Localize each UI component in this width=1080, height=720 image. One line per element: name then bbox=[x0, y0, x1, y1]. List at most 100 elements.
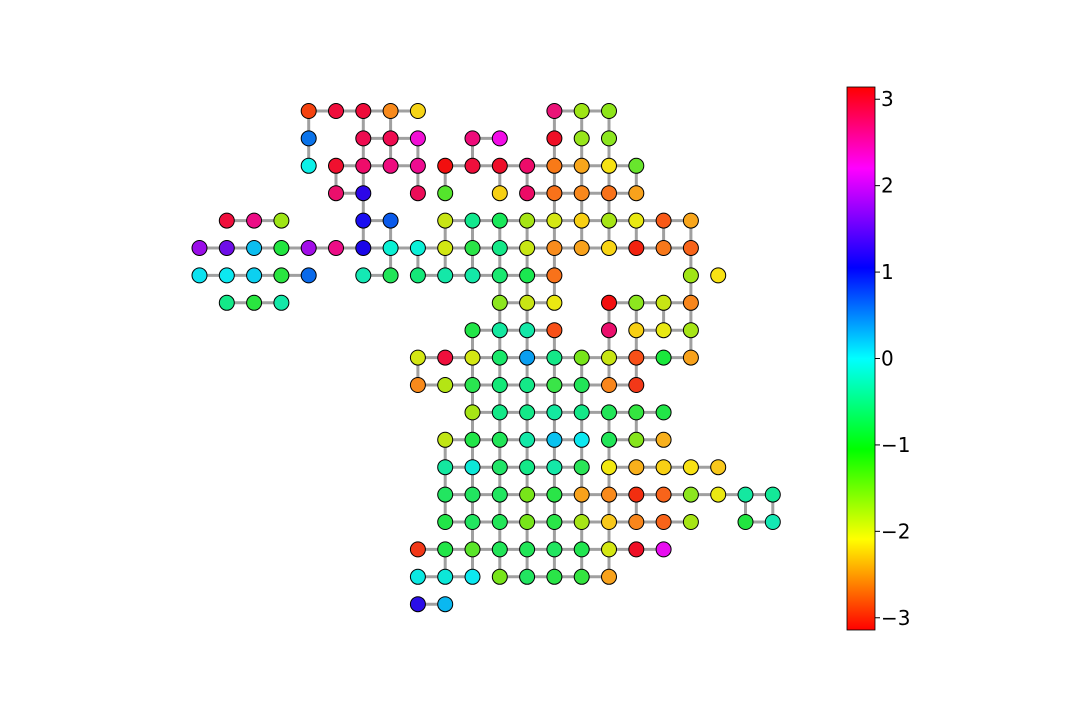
graph-node bbox=[546, 377, 563, 393]
graph-node bbox=[710, 459, 727, 476]
graph-node bbox=[409, 103, 426, 119]
graph-node bbox=[682, 514, 699, 530]
graph-node bbox=[464, 404, 481, 421]
graph-node bbox=[655, 349, 672, 366]
graph-node bbox=[655, 431, 672, 448]
graph-node bbox=[628, 377, 645, 393]
graph-node bbox=[409, 349, 426, 366]
graph-node bbox=[655, 294, 672, 311]
graph-node bbox=[519, 322, 536, 339]
graph-node bbox=[491, 486, 508, 503]
graph-node bbox=[628, 404, 645, 421]
graph-node bbox=[573, 103, 590, 119]
graph-node bbox=[682, 322, 699, 339]
graph-node bbox=[628, 541, 645, 558]
graph-node bbox=[601, 514, 617, 530]
graph-node bbox=[382, 240, 399, 256]
graph-node bbox=[300, 130, 317, 147]
graph-node bbox=[546, 431, 563, 448]
graph-node bbox=[491, 377, 508, 393]
graph-node bbox=[491, 240, 508, 256]
graph-node bbox=[764, 486, 781, 503]
colorbar-tick-label: 2 bbox=[881, 174, 894, 198]
graph-node bbox=[573, 212, 590, 229]
graph-node bbox=[546, 267, 563, 284]
graph-node bbox=[682, 486, 699, 503]
graph-node bbox=[655, 541, 672, 558]
graph-node bbox=[437, 541, 454, 558]
graph-node bbox=[355, 185, 372, 202]
graph-node bbox=[573, 459, 590, 476]
graph-node bbox=[519, 294, 536, 311]
graph-node bbox=[355, 130, 372, 147]
graph-node bbox=[519, 212, 536, 229]
graph-node bbox=[573, 541, 590, 558]
graph-node bbox=[491, 322, 508, 339]
graph-node bbox=[437, 568, 454, 585]
graph-node bbox=[573, 486, 590, 503]
graph-node bbox=[573, 130, 590, 147]
graph-node bbox=[628, 240, 645, 256]
graph-node bbox=[437, 431, 454, 448]
graph-node bbox=[437, 212, 454, 229]
graph-node bbox=[464, 459, 481, 476]
colorbar-gradient bbox=[846, 86, 876, 631]
graph-node bbox=[382, 212, 399, 229]
graph-node bbox=[601, 459, 617, 476]
graph-node bbox=[546, 294, 563, 311]
graph-node bbox=[682, 294, 699, 311]
graph-node bbox=[409, 130, 426, 147]
graph-node bbox=[601, 431, 617, 448]
graph-node bbox=[573, 568, 590, 585]
graph-node bbox=[655, 514, 672, 530]
graph-node bbox=[409, 377, 426, 393]
graph-node bbox=[519, 568, 536, 585]
graph-node bbox=[546, 322, 563, 339]
graph-node bbox=[273, 212, 290, 229]
colorbar-tick-label: −1 bbox=[881, 433, 910, 457]
graph-node bbox=[437, 596, 454, 613]
graph-node bbox=[573, 240, 590, 256]
graph-node bbox=[300, 240, 317, 256]
graph-node bbox=[573, 185, 590, 202]
graph-node bbox=[601, 185, 617, 202]
graph-node bbox=[409, 157, 426, 174]
graph-node bbox=[546, 185, 563, 202]
graph-node bbox=[519, 459, 536, 476]
graph-node bbox=[437, 349, 454, 366]
graph-node bbox=[273, 294, 290, 311]
graph-node bbox=[328, 240, 344, 256]
graph-node bbox=[246, 212, 263, 229]
graph-node bbox=[437, 459, 454, 476]
graph-node bbox=[601, 294, 617, 311]
graph-node bbox=[655, 486, 672, 503]
colorbar-tick-label: −3 bbox=[881, 606, 910, 630]
graph-node bbox=[546, 130, 563, 147]
graph-node bbox=[601, 157, 617, 174]
graph-node bbox=[628, 459, 645, 476]
graph-node bbox=[437, 185, 454, 202]
graph-node bbox=[682, 459, 699, 476]
graph-node bbox=[355, 240, 372, 256]
graph-node bbox=[218, 267, 235, 284]
graph-node bbox=[601, 130, 617, 147]
graph-node bbox=[382, 157, 399, 174]
graph-node bbox=[573, 157, 590, 174]
graph-node bbox=[628, 294, 645, 311]
graph-node bbox=[464, 212, 481, 229]
graph-node bbox=[601, 568, 617, 585]
graph-node bbox=[737, 486, 754, 503]
graph-node bbox=[491, 514, 508, 530]
graph-node bbox=[491, 568, 508, 585]
graph-node bbox=[491, 431, 508, 448]
graph-node bbox=[601, 486, 617, 503]
graph-node bbox=[573, 349, 590, 366]
graph-node bbox=[218, 294, 235, 311]
graph-node bbox=[682, 240, 699, 256]
graph-node bbox=[519, 377, 536, 393]
graph-node bbox=[246, 294, 263, 311]
graph-node bbox=[437, 514, 454, 530]
graph-node bbox=[519, 240, 536, 256]
graph-node bbox=[491, 212, 508, 229]
